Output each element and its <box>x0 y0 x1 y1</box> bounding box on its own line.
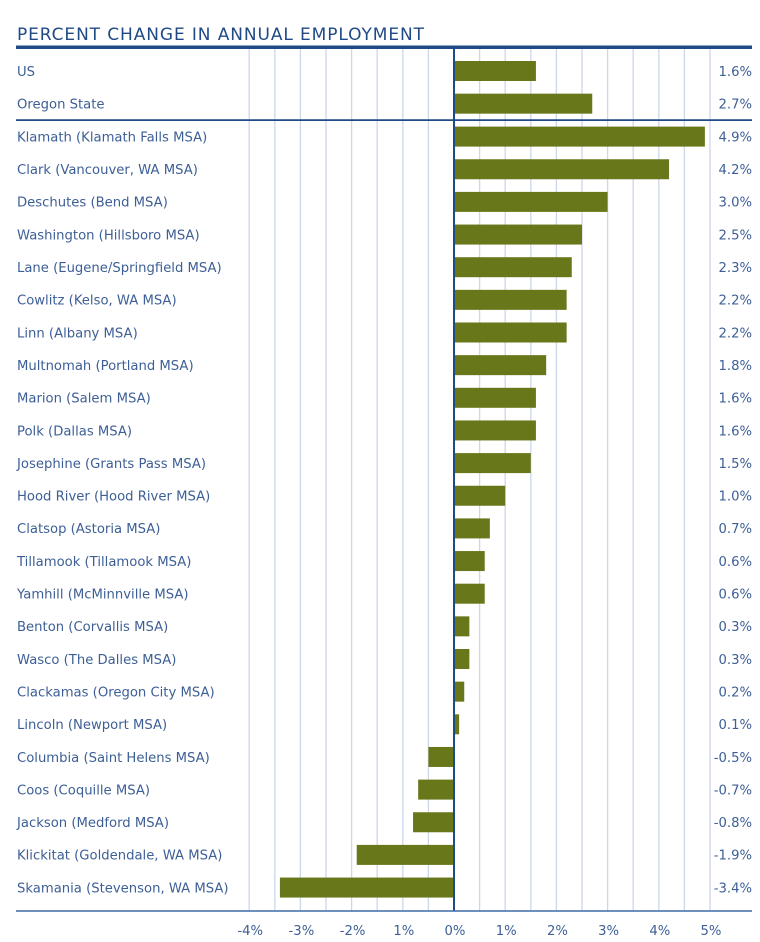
value-label: 1.6% <box>718 424 752 439</box>
bar <box>413 812 454 833</box>
value-label: 0.6% <box>718 588 752 603</box>
row-label: Polk (Dallas MSA) <box>17 424 132 439</box>
bar <box>454 224 582 245</box>
value-label: 2.2% <box>718 326 752 341</box>
row-label: Clackamas (Oregon City MSA) <box>17 685 215 700</box>
value-label: 1.5% <box>718 457 752 472</box>
bar <box>454 420 536 441</box>
value-label: 1.0% <box>718 490 752 505</box>
x-tick-label: 2% <box>547 924 568 939</box>
x-tick-label: -2% <box>340 924 366 939</box>
bar <box>454 649 470 669</box>
row-label: Washington (Hillsboro MSA) <box>17 228 200 243</box>
value-label: -0.5% <box>714 751 752 766</box>
value-label: 0.6% <box>718 555 752 570</box>
bar <box>454 322 567 343</box>
bars <box>279 61 705 898</box>
value-label: 2.7% <box>718 97 752 112</box>
bar <box>428 746 454 767</box>
value-label: 0.3% <box>718 653 752 668</box>
bar <box>454 714 460 735</box>
bar <box>454 159 670 180</box>
chart-title: PERCENT CHANGE IN ANNUAL EMPLOYMENT <box>17 25 425 45</box>
value-label: -1.9% <box>714 849 752 864</box>
bar <box>279 877 454 898</box>
bar <box>454 485 506 506</box>
value-label: 4.2% <box>718 163 752 178</box>
rules <box>16 45 752 912</box>
bar <box>454 126 705 147</box>
value-label: 0.3% <box>718 620 752 635</box>
row-label: Benton (Corvallis MSA) <box>17 620 168 635</box>
bar <box>356 844 454 865</box>
value-label: -3.4% <box>714 881 752 896</box>
x-tick-label: 1% <box>393 924 414 939</box>
bar <box>454 387 536 408</box>
row-label: Coos (Coquille MSA) <box>17 783 150 798</box>
row-labels: US Oregon State Klamath (Klamath Falls MSA… <box>16 65 229 897</box>
x-tick-label: 1% <box>496 924 517 939</box>
row-label: Deschutes (Bend MSA) <box>17 196 168 211</box>
row-label: Lane (Eugene/Springfield MSA) <box>17 261 222 276</box>
row-label: Tillamook (Tillamook MSA) <box>16 555 191 570</box>
row-label: Wasco (The Dalles MSA) <box>17 653 176 668</box>
row-label: US <box>17 65 35 80</box>
x-tick-label: -4% <box>237 924 263 939</box>
value-label: 0.7% <box>718 522 752 537</box>
value-label: 1.6% <box>718 392 752 407</box>
row-label: Cowlitz (Kelso, WA MSA) <box>17 294 177 309</box>
row-label: Columbia (Saint Helens MSA) <box>17 751 210 766</box>
row-label: Josephine (Grants Pass MSA) <box>16 457 206 472</box>
value-label: -0.8% <box>714 816 752 831</box>
bar <box>454 551 485 572</box>
row-label: Clatsop (Astoria MSA) <box>17 522 160 537</box>
value-label: 4.9% <box>718 130 752 145</box>
value-label: 2.2% <box>718 294 752 309</box>
value-label: 3.0% <box>718 196 752 211</box>
x-tick-label: -3% <box>289 924 315 939</box>
value-label: 0.2% <box>718 685 752 700</box>
row-label: Multnomah (Portland MSA) <box>17 359 194 374</box>
bar <box>454 257 572 278</box>
row-label: Klamath (Klamath Falls MSA) <box>17 130 207 145</box>
row-label: Marion (Salem MSA) <box>17 392 151 407</box>
row-label: Skamania (Stevenson, WA MSA) <box>17 881 229 896</box>
bar <box>454 518 490 539</box>
value-label: 2.3% <box>718 261 752 276</box>
row-label: Hood River (Hood River MSA) <box>17 490 210 505</box>
x-tick-label: 4% <box>649 924 670 939</box>
row-label: Oregon State <box>17 97 105 112</box>
x-tick-label: 3% <box>598 924 619 939</box>
value-label: 1.6% <box>718 65 752 80</box>
bar <box>454 93 593 114</box>
row-label: Linn (Albany MSA) <box>17 326 138 341</box>
row-label: Yamhill (McMinnville MSA) <box>16 588 189 603</box>
x-tick-label: 0% <box>445 924 466 939</box>
bar <box>454 191 608 212</box>
bar <box>454 453 531 474</box>
bar <box>454 616 470 637</box>
value-label: 1.8% <box>718 359 752 374</box>
bar <box>454 289 567 310</box>
value-label: 0.1% <box>718 718 752 733</box>
bar <box>454 355 547 376</box>
bar <box>418 779 454 800</box>
bar <box>454 681 465 702</box>
bar <box>454 61 536 81</box>
row-label: Klickitat (Goldendale, WA MSA) <box>17 849 222 864</box>
value-label: 2.5% <box>718 228 752 243</box>
x-tick-label: 5% <box>701 924 722 939</box>
top-rule <box>16 45 752 49</box>
value-label: -0.7% <box>714 783 752 798</box>
row-label: Jackson (Medford MSA) <box>16 816 169 831</box>
bar <box>454 583 485 604</box>
value-labels: 1.6% 2.7% 4.9% 4.2% 3.0% 2.5% 2.3% 2.2% 2.2% 1.8%… <box>714 65 752 897</box>
x-axis-ticks: -4% -3% -2% 1% 0% 1% 2% 3% 4% 5% <box>237 924 721 939</box>
row-label: Clark (Vancouver, WA MSA) <box>17 163 198 178</box>
row-label: Lincoln (Newport MSA) <box>17 718 167 733</box>
